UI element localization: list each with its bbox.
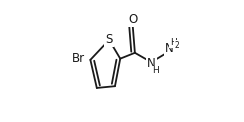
Text: Br: Br xyxy=(72,52,85,65)
Text: N: N xyxy=(147,57,156,70)
Text: H: H xyxy=(170,38,177,47)
Text: N: N xyxy=(164,42,173,55)
Text: O: O xyxy=(128,13,137,26)
Text: 2: 2 xyxy=(174,41,179,50)
Text: H: H xyxy=(152,66,159,75)
Text: S: S xyxy=(105,33,113,46)
